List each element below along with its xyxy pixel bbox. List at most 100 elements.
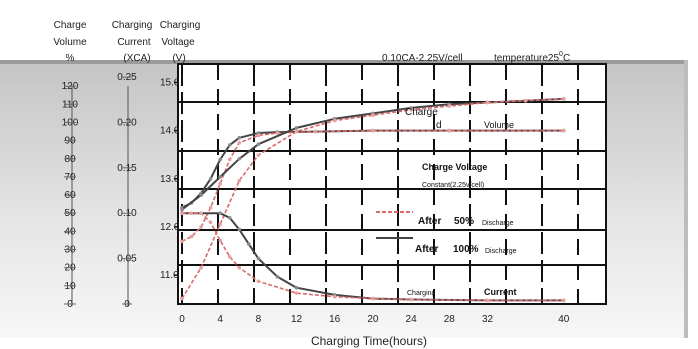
series-point-volume: [256, 153, 261, 157]
grid: [177, 63, 607, 305]
series-layer: [180, 97, 566, 303]
series-point-volume: [218, 175, 222, 179]
x-tick-label: 16: [329, 314, 341, 325]
legend-after-100-percent: 100%: [453, 244, 479, 255]
series-point-voltage: [208, 205, 213, 210]
annotation-charging-current: Charging Current: [407, 287, 517, 297]
series-point-voltage: [180, 239, 184, 244]
x-tick-label: 4: [217, 314, 223, 325]
series-point-volume: [332, 118, 337, 123]
series-point-voltage: [371, 128, 375, 133]
annotation-current: Current: [484, 287, 517, 297]
series-point-current: [256, 256, 261, 261]
series-point-volume: [447, 104, 452, 108]
annotation-charge-voltage-title: Charge Voltage: [422, 162, 487, 172]
series-point-volume: [218, 222, 222, 226]
series-point-voltage: [313, 129, 318, 134]
series-point-voltage: [237, 140, 242, 145]
series-point-current: [256, 279, 261, 284]
annotation-charging: Charging: [407, 290, 436, 297]
series-point-voltage: [562, 128, 566, 133]
annotation-constant-voltage: Constant(2.25v/cell): [422, 182, 484, 189]
x-tick-label: 32: [482, 314, 494, 325]
x-tick-label: 8: [256, 314, 262, 325]
series-point-volume: [294, 126, 299, 130]
voltage-axis-label-line-2: Voltage: [161, 37, 195, 48]
annotation-volume: Volume: [484, 120, 514, 130]
plot-border: [177, 63, 607, 305]
legend-after-100-discharge: Discharge: [485, 248, 517, 255]
series-point-volume: [180, 296, 184, 301]
series-point-current: [294, 291, 299, 295]
series-point-voltage: [237, 136, 242, 140]
x-tick-label: 28: [444, 314, 456, 325]
x-tick-label: 40: [558, 314, 570, 325]
current-axis-unit: (XCA): [123, 53, 150, 64]
series-point-volume: [409, 108, 413, 112]
axis-header-volume: Charge Volume %: [53, 20, 87, 64]
current-axis-label-line-2: Current: [117, 37, 151, 48]
series-point-voltage: [218, 181, 222, 186]
series-point-voltage: [218, 157, 222, 162]
series-point-volume: [237, 157, 242, 161]
series-point-volume: [294, 129, 299, 134]
voltage-tick-label: 14.0: [160, 126, 180, 137]
x-axis-label: Charging Time(hours): [311, 334, 427, 348]
volume-axis-unit: %: [66, 53, 75, 64]
series-point-voltage: [256, 133, 261, 138]
x-tick-label: 0: [179, 314, 185, 325]
x-tick-label: 20: [367, 314, 379, 325]
series-point-voltage: [227, 143, 232, 147]
voltage-tick-label: 13.0: [160, 174, 180, 185]
series-point-volume: [237, 178, 242, 183]
annotation-d: d: [436, 120, 442, 131]
right-edge-scrollbar[interactable]: [684, 60, 688, 338]
series-point-current: [294, 285, 299, 290]
series-point-current: [199, 211, 203, 215]
series-point-voltage: [199, 225, 203, 229]
series-point-current: [189, 211, 194, 215]
legend-after-100-after: After: [415, 244, 438, 255]
annotation-charge-volume: Charge d Volume: [405, 107, 514, 131]
voltage-tick-label: 11.0: [160, 270, 179, 281]
tick-labels: 0481216202428324001020304050607080901001…: [62, 72, 570, 325]
series-point-current: [275, 275, 280, 279]
series-point-volume: [199, 265, 203, 270]
axis-header-current: Charging Current (XCA): [112, 20, 153, 64]
series-point-current: [485, 298, 490, 303]
series-point-current: [332, 294, 337, 299]
volume-axis-label-line-1: Charge: [54, 20, 87, 31]
series-point-current: [247, 242, 251, 246]
voltage-tick-label: 15.0: [160, 77, 180, 88]
series-point-current: [227, 216, 232, 220]
series-line-current: [182, 212, 564, 302]
annotation-charge-voltage: Charge Voltage Constant(2.25v/cell): [422, 162, 487, 189]
volume-axis-label-line-2: Volume: [53, 37, 87, 48]
series-point-volume: [371, 113, 375, 117]
series-point-current: [218, 211, 222, 215]
series-point-current: [208, 220, 213, 225]
condition-label: 0.10CA-2.25V/cell: [382, 53, 463, 64]
legend-after-100: After 100% Discharge: [376, 237, 517, 255]
series-point-current: [180, 211, 184, 215]
series-point-voltage: [208, 177, 213, 181]
series-point-current: [237, 265, 242, 270]
top-band: [0, 60, 688, 64]
series-point-voltage: [275, 131, 280, 135]
voltage-tick-label: 12.0: [160, 222, 180, 233]
voltage-axis-label-line-1: Charging: [160, 20, 201, 31]
series-point-volume: [562, 97, 566, 101]
legend-after-50: After 50% Discharge: [376, 211, 514, 227]
annotation-charge: Charge: [405, 107, 438, 118]
series-point-volume: [180, 207, 184, 212]
series-point-current: [227, 254, 232, 259]
series-point-volume: [256, 142, 261, 146]
series-point-voltage: [227, 157, 232, 162]
temperature-label: temperature250C: [494, 51, 570, 64]
series-point-volume: [523, 98, 528, 103]
axis-header-voltage: Charging Voltage (V): [160, 20, 201, 64]
voltage-axis-unit: (V): [172, 53, 185, 64]
series-point-current: [409, 297, 413, 302]
series-point-current: [371, 296, 375, 301]
